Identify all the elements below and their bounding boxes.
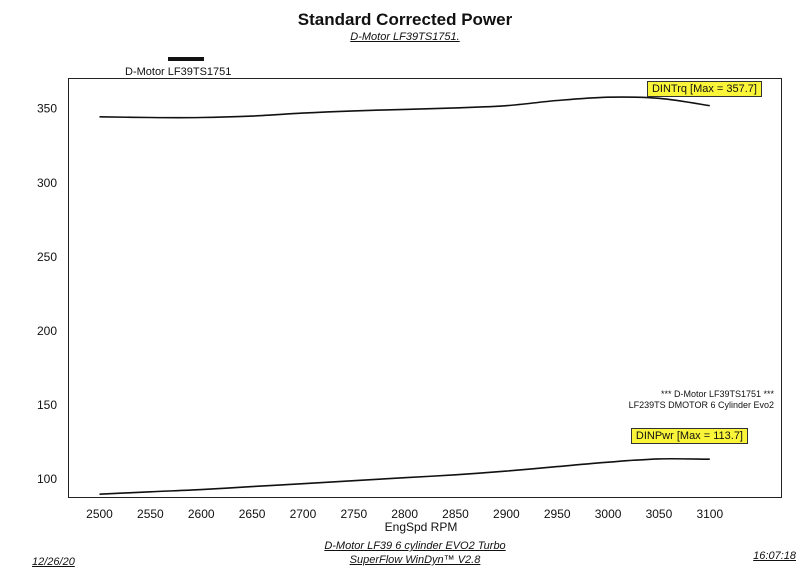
x-tick-label: 2650 [239, 507, 266, 521]
x-tick-label: 2950 [544, 507, 571, 521]
chart-subtitle: D-Motor LF39TS1751. [350, 31, 460, 43]
footer-time: 16:07:18 [753, 550, 796, 562]
series-line-dinpwr [99, 457, 710, 495]
x-tick-label: 3100 [696, 507, 723, 521]
plot-frame [68, 78, 782, 498]
x-axis-title: EngSpd RPM [384, 520, 458, 534]
x-tick-label: 2850 [442, 507, 469, 521]
x-tick-label: 2500 [86, 507, 113, 521]
y-tick-label: 250 [37, 250, 57, 264]
series-line-dintrq [99, 96, 710, 119]
chart-title: Standard Corrected Power [297, 10, 513, 29]
x-tick-label: 2550 [137, 507, 164, 521]
y-tick-label: 300 [37, 176, 57, 190]
y-tick-label: 150 [37, 398, 57, 412]
torque-max-label: DINTrq [Max = 357.7] [646, 81, 762, 97]
x-tick-label: 2800 [391, 507, 418, 521]
y-tick-label: 200 [37, 324, 57, 338]
legend-label: D-Motor LF39TS1751 [125, 66, 232, 78]
x-tick-label: 2750 [340, 507, 367, 521]
x-tick-label: 3050 [646, 507, 673, 521]
x-tick-label: 2900 [493, 507, 520, 521]
y-tick-label: 350 [37, 102, 57, 116]
x-tick-label: 2700 [290, 507, 317, 521]
y-tick-label: 100 [37, 472, 57, 486]
x-tick-label: 3000 [595, 507, 622, 521]
engine-note-line-2: LF239TS DMOTOR 6 Cylinder Evo2 [628, 400, 774, 410]
footer-engine-name: D-Motor LF39 6 cylinder EVO2 Turbo [324, 540, 506, 552]
engine-note-line-1: *** D-Motor LF39TS1751 *** [660, 389, 774, 399]
footer-date: 12/26/20 [32, 556, 75, 568]
footer-software-name: SuperFlow WinDyn™ V2.8 [349, 554, 481, 566]
x-tick-label: 2600 [188, 507, 215, 521]
power-max-label: DINPwr [Max = 113.7] [630, 428, 748, 444]
legend-swatch [168, 57, 204, 61]
